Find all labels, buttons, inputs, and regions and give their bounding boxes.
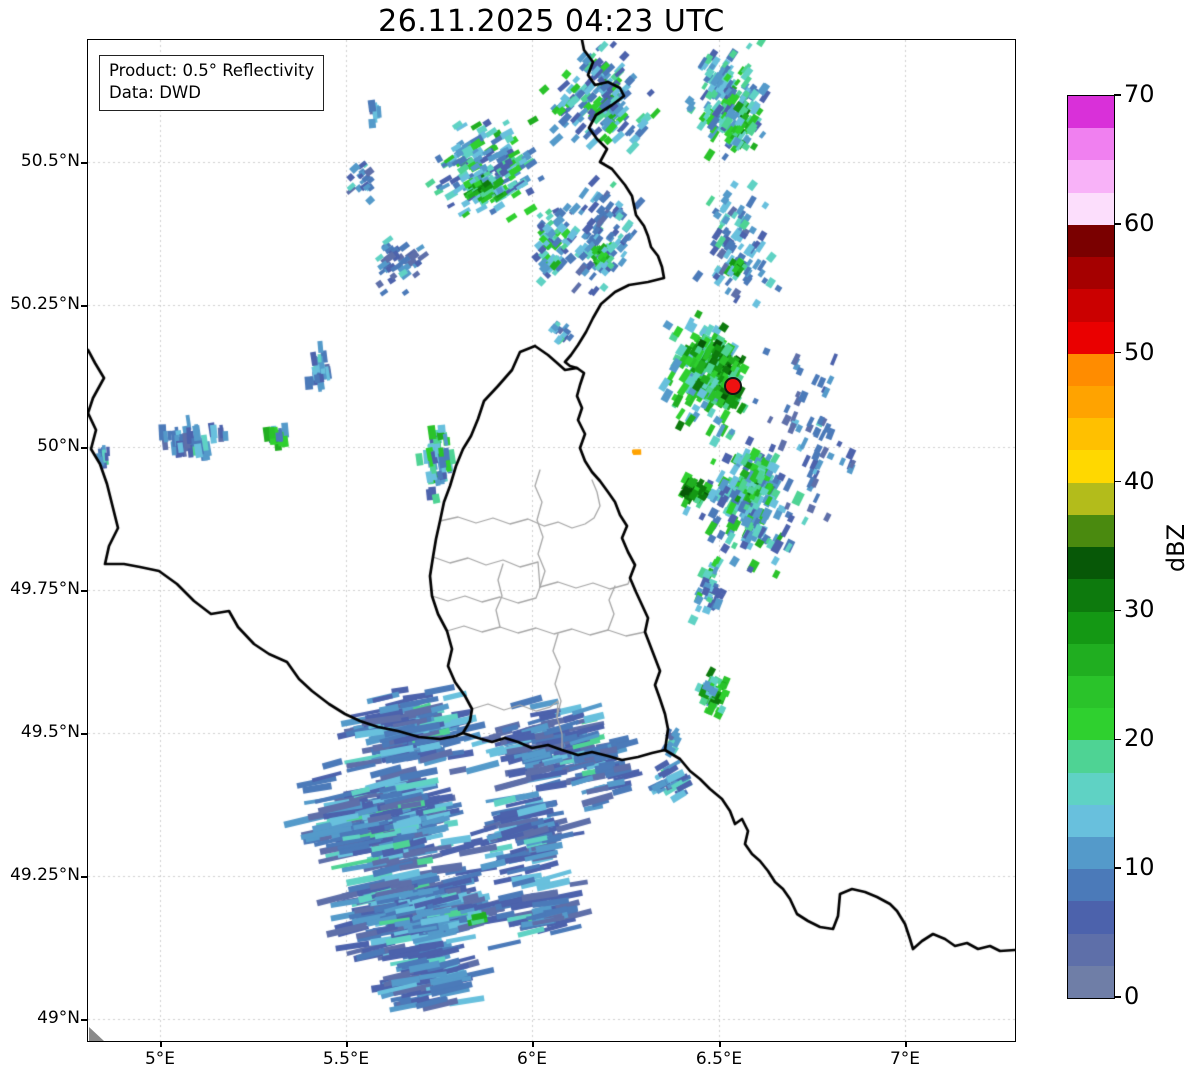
- colorbar-tick-label: 70: [1124, 80, 1155, 108]
- colorbar-tick-label: 0: [1124, 982, 1140, 1010]
- colorbar-band: [1068, 289, 1114, 322]
- y-tick-mark: [81, 1019, 87, 1021]
- radar-map-canvas: [88, 40, 1015, 1041]
- colorbar-tick-mark: [1114, 223, 1121, 225]
- colorbar-tick-mark: [1114, 609, 1121, 612]
- colorbar-tick-mark: [1114, 867, 1121, 869]
- colorbar-tick-mark: [1114, 351, 1121, 354]
- colorbar-band: [1068, 740, 1114, 773]
- colorbar-band: [1068, 321, 1114, 354]
- x-tick-label: 5°E: [144, 1049, 176, 1069]
- colorbar-tick-label: 60: [1124, 208, 1155, 237]
- y-tick-mark: [81, 162, 87, 164]
- radar-site-marker: [724, 377, 742, 395]
- colorbar-band: [1068, 482, 1114, 515]
- colorbar-band: [1068, 965, 1114, 999]
- annotation-box: Product: 0.5° Reflectivity Data: DWD: [99, 55, 325, 111]
- x-tick-mark: [346, 1041, 348, 1047]
- colorbar-tick-mark: [1114, 738, 1121, 741]
- colorbar-tick-label: 10: [1124, 853, 1155, 882]
- colorbar-band: [1068, 418, 1114, 451]
- x-tick-mark: [160, 1041, 162, 1047]
- y-tick-mark: [81, 876, 87, 878]
- colorbar-band: [1068, 708, 1114, 741]
- colorbar-band: [1068, 933, 1114, 966]
- data-source-label: Data: DWD: [109, 83, 201, 103]
- x-tick-label: 6°E: [516, 1049, 548, 1069]
- colorbar-band: [1068, 128, 1114, 161]
- colorbar-band: [1068, 579, 1114, 612]
- y-tick-mark: [81, 733, 87, 735]
- y-tick-label: 49.25°N: [10, 865, 80, 885]
- colorbar-tick-label: 40: [1124, 466, 1155, 495]
- colorbar-band: [1068, 385, 1114, 419]
- x-tick-mark: [905, 1041, 907, 1047]
- y-tick-label: 50°N: [37, 436, 80, 456]
- colorbar: [1067, 95, 1115, 999]
- colorbar-band: [1068, 96, 1114, 129]
- y-tick-label: 50.25°N: [10, 294, 80, 314]
- colorbar-tick-label: 50: [1124, 337, 1155, 366]
- colorbar-band: [1068, 450, 1114, 483]
- colorbar-unit-label: dBZ: [1162, 523, 1190, 573]
- colorbar-band: [1068, 257, 1114, 290]
- x-tick-label: 5.5°E: [322, 1049, 370, 1069]
- x-tick-label: 6.5°E: [695, 1049, 743, 1069]
- colorbar-tick-mark: [1114, 480, 1121, 483]
- colorbar-tick-mark: [1114, 94, 1121, 96]
- y-tick-label: 49.75°N: [10, 579, 80, 599]
- colorbar-tick-mark: [1114, 996, 1121, 998]
- product-label: Product: 0.5° Reflectivity: [109, 61, 315, 80]
- colorbar-tick-label: 30: [1124, 595, 1155, 624]
- colorbar-band: [1068, 160, 1114, 193]
- colorbar-band: [1068, 353, 1114, 386]
- colorbar-tick-label: 20: [1124, 724, 1155, 753]
- colorbar-band: [1068, 547, 1114, 580]
- y-tick-label: 49.5°N: [20, 722, 80, 742]
- y-tick-mark: [81, 447, 87, 449]
- y-tick-mark: [81, 305, 87, 307]
- colorbar-band: [1068, 901, 1114, 934]
- map-corner-wedge: [89, 1027, 104, 1041]
- y-tick-label: 50.5°N: [20, 151, 80, 171]
- colorbar-band: [1068, 869, 1114, 902]
- colorbar-band: [1068, 611, 1114, 644]
- colorbar-band: [1068, 514, 1114, 548]
- colorbar-band: [1068, 224, 1114, 258]
- colorbar-band: [1068, 643, 1114, 676]
- colorbar-band: [1068, 772, 1114, 805]
- colorbar-band: [1068, 837, 1114, 870]
- plot-title: 26.11.2025 04:23 UTC: [378, 4, 725, 39]
- y-tick-label: 49°N: [37, 1008, 80, 1028]
- x-tick-label: 7°E: [889, 1049, 921, 1069]
- colorbar-band: [1068, 192, 1114, 225]
- x-tick-mark: [719, 1041, 721, 1047]
- colorbar-band: [1068, 675, 1114, 709]
- y-tick-mark: [81, 590, 87, 592]
- colorbar-band: [1068, 804, 1114, 838]
- x-tick-mark: [532, 1041, 534, 1047]
